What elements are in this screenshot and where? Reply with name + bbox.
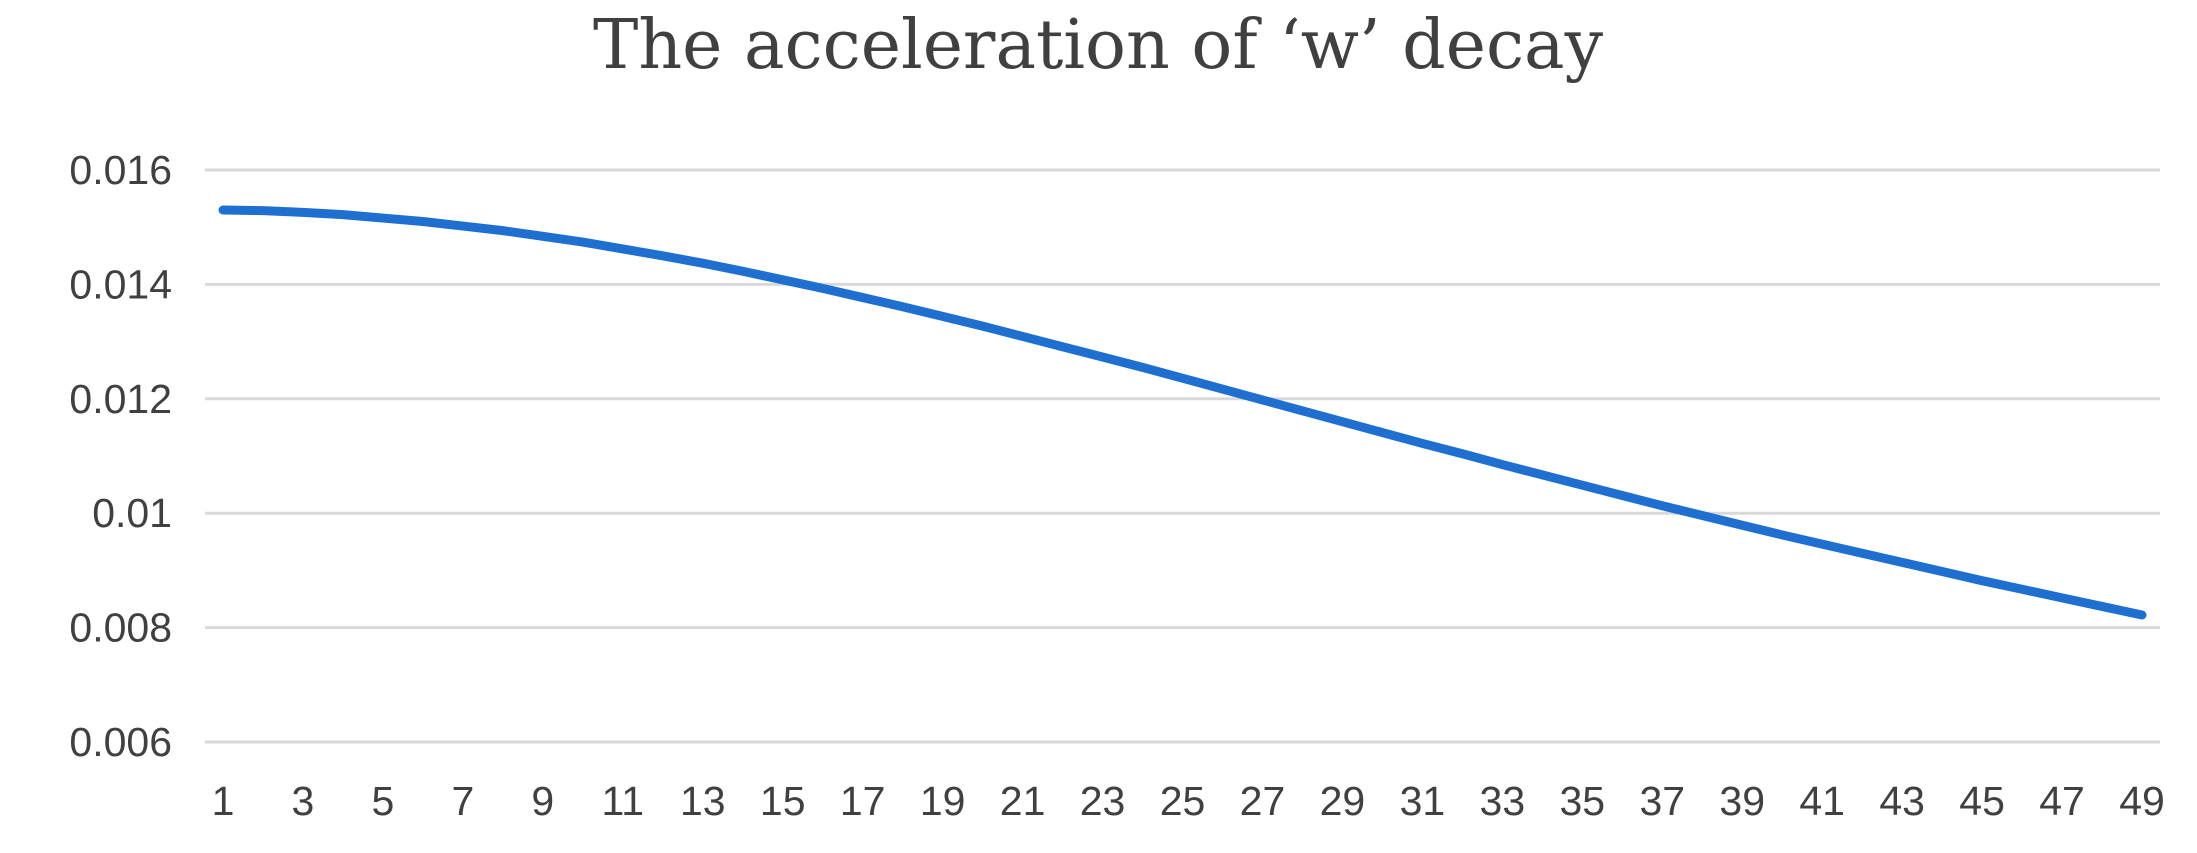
- x-tick-label: 45: [1959, 778, 2005, 824]
- x-tick-label: 13: [680, 778, 726, 824]
- y-tick-label: 0.016: [69, 147, 172, 193]
- x-tick-label: 47: [2039, 778, 2085, 824]
- y-tick-label: 0.01: [92, 490, 172, 536]
- x-tick-label: 31: [1400, 778, 1446, 824]
- x-tick-label: 5: [372, 778, 395, 824]
- x-tick-label: 3: [292, 778, 315, 824]
- x-tick-label: 17: [840, 778, 886, 824]
- x-tick-label: 27: [1240, 778, 1286, 824]
- chart-title: The acceleration of ‘w’ decay: [593, 6, 1604, 85]
- x-tick-label: 19: [920, 778, 966, 824]
- series-line: [218, 205, 2147, 620]
- x-tick-label: 49: [2119, 778, 2165, 824]
- x-tick-label: 33: [1480, 778, 1526, 824]
- y-tick-label: 0.008: [69, 605, 172, 651]
- x-tick-label: 43: [1879, 778, 1925, 824]
- y-axis-tick-labels: 0.006 0.008 0.01 0.012 0.014 0.016: [69, 147, 172, 765]
- x-axis-tick-labels: 1 3 5 7 9 11 13 15 17 19 21 23 25 27 29 31 33 35 37 39 41 43 4…: [212, 778, 2165, 824]
- x-tick-label: 29: [1320, 778, 1366, 824]
- gridlines: [205, 168, 2160, 744]
- x-tick-label: 23: [1080, 778, 1126, 824]
- y-tick-label: 0.006: [69, 719, 172, 765]
- x-tick-label: 21: [1000, 778, 1046, 824]
- x-tick-label: 1: [212, 778, 235, 824]
- x-tick-label: 37: [1639, 778, 1685, 824]
- x-tick-label: 25: [1160, 778, 1206, 824]
- y-tick-label: 0.014: [69, 261, 172, 307]
- x-tick-label: 15: [760, 778, 806, 824]
- y-tick-label: 0.012: [69, 376, 172, 422]
- x-tick-label: 35: [1559, 778, 1605, 824]
- x-tick-label: 41: [1799, 778, 1845, 824]
- series-layer: [218, 205, 2147, 620]
- x-tick-label: 9: [531, 778, 554, 824]
- x-tick-label: 11: [602, 778, 645, 824]
- x-tick-label: 7: [451, 778, 474, 824]
- x-tick-label: 39: [1719, 778, 1765, 824]
